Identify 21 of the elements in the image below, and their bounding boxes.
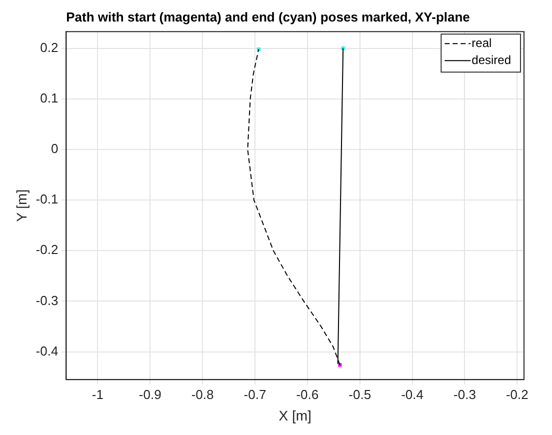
x-tick-label: -0.3 — [454, 386, 476, 402]
legend-label: desired — [472, 52, 511, 67]
y-tick-label: 0.1 — [40, 90, 58, 106]
y-tick-label: 0 — [50, 141, 58, 156]
y-axis-title: Y [m] — [13, 189, 30, 222]
y-tick-label: -0.2 — [36, 242, 58, 258]
x-tick-label: -0.7 — [244, 386, 266, 402]
y-tick-label: -0.1 — [36, 192, 58, 207]
x-tick-label: -0.4 — [401, 386, 424, 402]
x-axis-title: X [m] — [278, 407, 312, 424]
x-tick-label: -0.2 — [506, 386, 528, 402]
y-tick-label: -0.4 — [36, 343, 58, 358]
y-tick-label: 0.2 — [40, 40, 58, 55]
x-tick-label: -0.9 — [138, 386, 162, 402]
x-tick-label: -1 — [92, 386, 104, 402]
x-tick-label: -0.8 — [191, 386, 214, 402]
y-tick-label: -0.3 — [36, 292, 58, 308]
x-tick-label: -0.6 — [296, 386, 319, 402]
x-tick-label: -0.5 — [348, 386, 372, 402]
legend-label: real — [472, 36, 492, 50]
chart-title: Path with start (magenta) and end (cyan) poses marked, XY-plane — [66, 9, 470, 24]
